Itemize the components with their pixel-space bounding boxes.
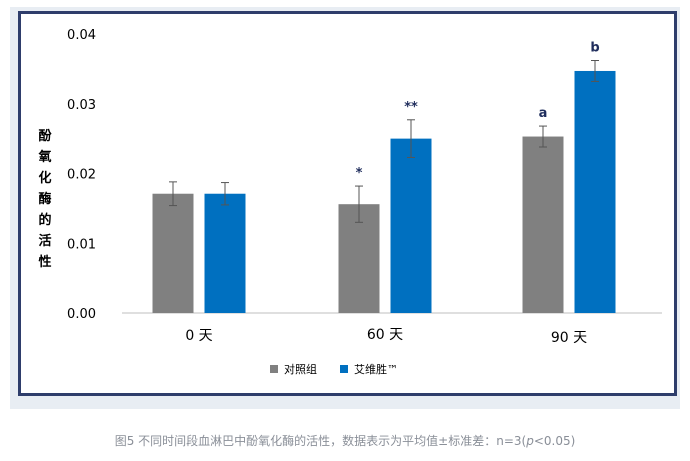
bar-treatment: [574, 70, 616, 313]
y-axis-label-char: 活: [38, 233, 51, 249]
significance-label: a: [539, 106, 548, 121]
caption-prefix: 图5 不同时间段血淋巴中酚氧化酶的活性，数据表示为平均值±标准差：n=3(: [114, 434, 527, 448]
y-tick-label: 0.03: [67, 98, 96, 113]
y-axis-label-char: 性: [38, 254, 51, 270]
bar-control: [522, 136, 564, 313]
chart-panel: 0.00 0.01 0.02 0.03 0.04 酚氧化酶的活性 * a ** b 0 天 60 天 9…: [18, 11, 677, 396]
y-tick-label: 0.04: [67, 28, 96, 43]
y-axis-label-char: 酶: [38, 191, 51, 207]
y-tick-label: 0.02: [67, 168, 96, 183]
legend-label: 艾维胜™: [354, 362, 398, 376]
significance-label: **: [404, 100, 418, 115]
y-tick-label: 0.01: [67, 237, 96, 252]
y-axis-label-char: 氧: [37, 149, 51, 165]
x-category-label: 0 天: [185, 328, 212, 344]
significance-label: b: [590, 41, 599, 56]
significance-label: *: [356, 166, 363, 181]
y-axis-label-char: 化: [38, 170, 51, 186]
y-axis-label-char: 的: [38, 212, 51, 228]
figure-caption: 图5 不同时间段血淋巴中酚氧化酶的活性，数据表示为平均值±标准差：n=3(p<0…: [0, 432, 690, 449]
bar-treatment: [204, 193, 246, 313]
bar-treatment: [390, 138, 432, 313]
x-category-label: 90 天: [551, 330, 587, 346]
y-tick-label: 0.00: [67, 307, 96, 322]
caption-suffix: <0.05): [533, 434, 576, 448]
bar-control: [152, 193, 194, 313]
legend-swatch: [340, 365, 348, 373]
caption-p-symbol: p: [526, 434, 534, 448]
y-axis-label-char: 酚: [38, 129, 52, 144]
legend-label: 对照组: [284, 362, 317, 376]
x-category-label: 60 天: [367, 327, 403, 343]
legend-swatch: [270, 365, 278, 373]
bar-chart: 0.00 0.01 0.02 0.03 0.04 酚氧化酶的活性 * a ** b 0 天 60 天 9…: [37, 28, 662, 376]
